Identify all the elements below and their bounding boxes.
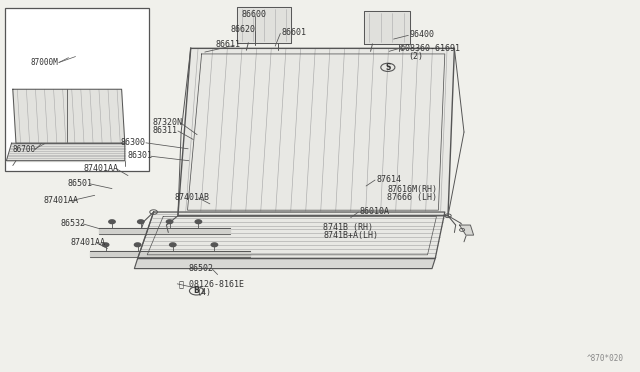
Text: ©08360-61691: ©08360-61691 (400, 44, 460, 53)
Text: 86300: 86300 (120, 138, 145, 147)
Text: 86600: 86600 (242, 10, 267, 19)
Circle shape (134, 243, 141, 247)
Text: Ⓑ 08126-8161E: Ⓑ 08126-8161E (179, 279, 244, 288)
Circle shape (109, 220, 115, 224)
Text: 8741B (RH): 8741B (RH) (323, 223, 373, 232)
Text: 87401AA: 87401AA (83, 164, 118, 173)
Polygon shape (90, 251, 250, 257)
Polygon shape (134, 259, 435, 269)
Polygon shape (364, 11, 410, 44)
Text: (2): (2) (408, 52, 423, 61)
Text: 86532: 86532 (61, 219, 86, 228)
Text: 87616M(RH): 87616M(RH) (387, 185, 437, 194)
Polygon shape (237, 7, 291, 43)
Text: 87666 (LH): 87666 (LH) (387, 193, 437, 202)
Polygon shape (13, 89, 125, 143)
Text: (4): (4) (196, 288, 211, 296)
Text: 87320N: 87320N (152, 118, 182, 126)
Text: 86501: 86501 (67, 179, 92, 187)
Circle shape (170, 243, 176, 247)
Circle shape (211, 243, 218, 247)
Text: 96400: 96400 (410, 30, 435, 39)
Text: 87401AA: 87401AA (70, 238, 106, 247)
Polygon shape (460, 225, 474, 235)
Text: 86502: 86502 (189, 264, 214, 273)
Polygon shape (99, 228, 230, 234)
Circle shape (102, 243, 109, 247)
Text: ^870*020: ^870*020 (587, 354, 624, 363)
Circle shape (138, 220, 144, 224)
Text: B: B (194, 286, 199, 295)
Text: 86311: 86311 (152, 126, 177, 135)
Polygon shape (178, 48, 454, 216)
Text: 86700: 86700 (13, 145, 36, 154)
Polygon shape (6, 143, 125, 161)
FancyBboxPatch shape (5, 8, 149, 171)
Text: 87401AB: 87401AB (174, 193, 209, 202)
Text: 87000M: 87000M (31, 58, 58, 67)
Text: 86620: 86620 (230, 25, 255, 34)
Text: 86601: 86601 (282, 28, 307, 37)
Text: 86010A: 86010A (360, 207, 390, 216)
Circle shape (166, 220, 173, 224)
Text: 87614: 87614 (376, 175, 401, 184)
Text: 87401AA: 87401AA (44, 196, 79, 205)
Text: 86301: 86301 (128, 151, 153, 160)
Text: S: S (385, 63, 390, 72)
Circle shape (195, 220, 202, 224)
Polygon shape (138, 212, 445, 259)
Text: 86611: 86611 (215, 40, 240, 49)
Text: 8741B+A(LH): 8741B+A(LH) (323, 231, 378, 240)
